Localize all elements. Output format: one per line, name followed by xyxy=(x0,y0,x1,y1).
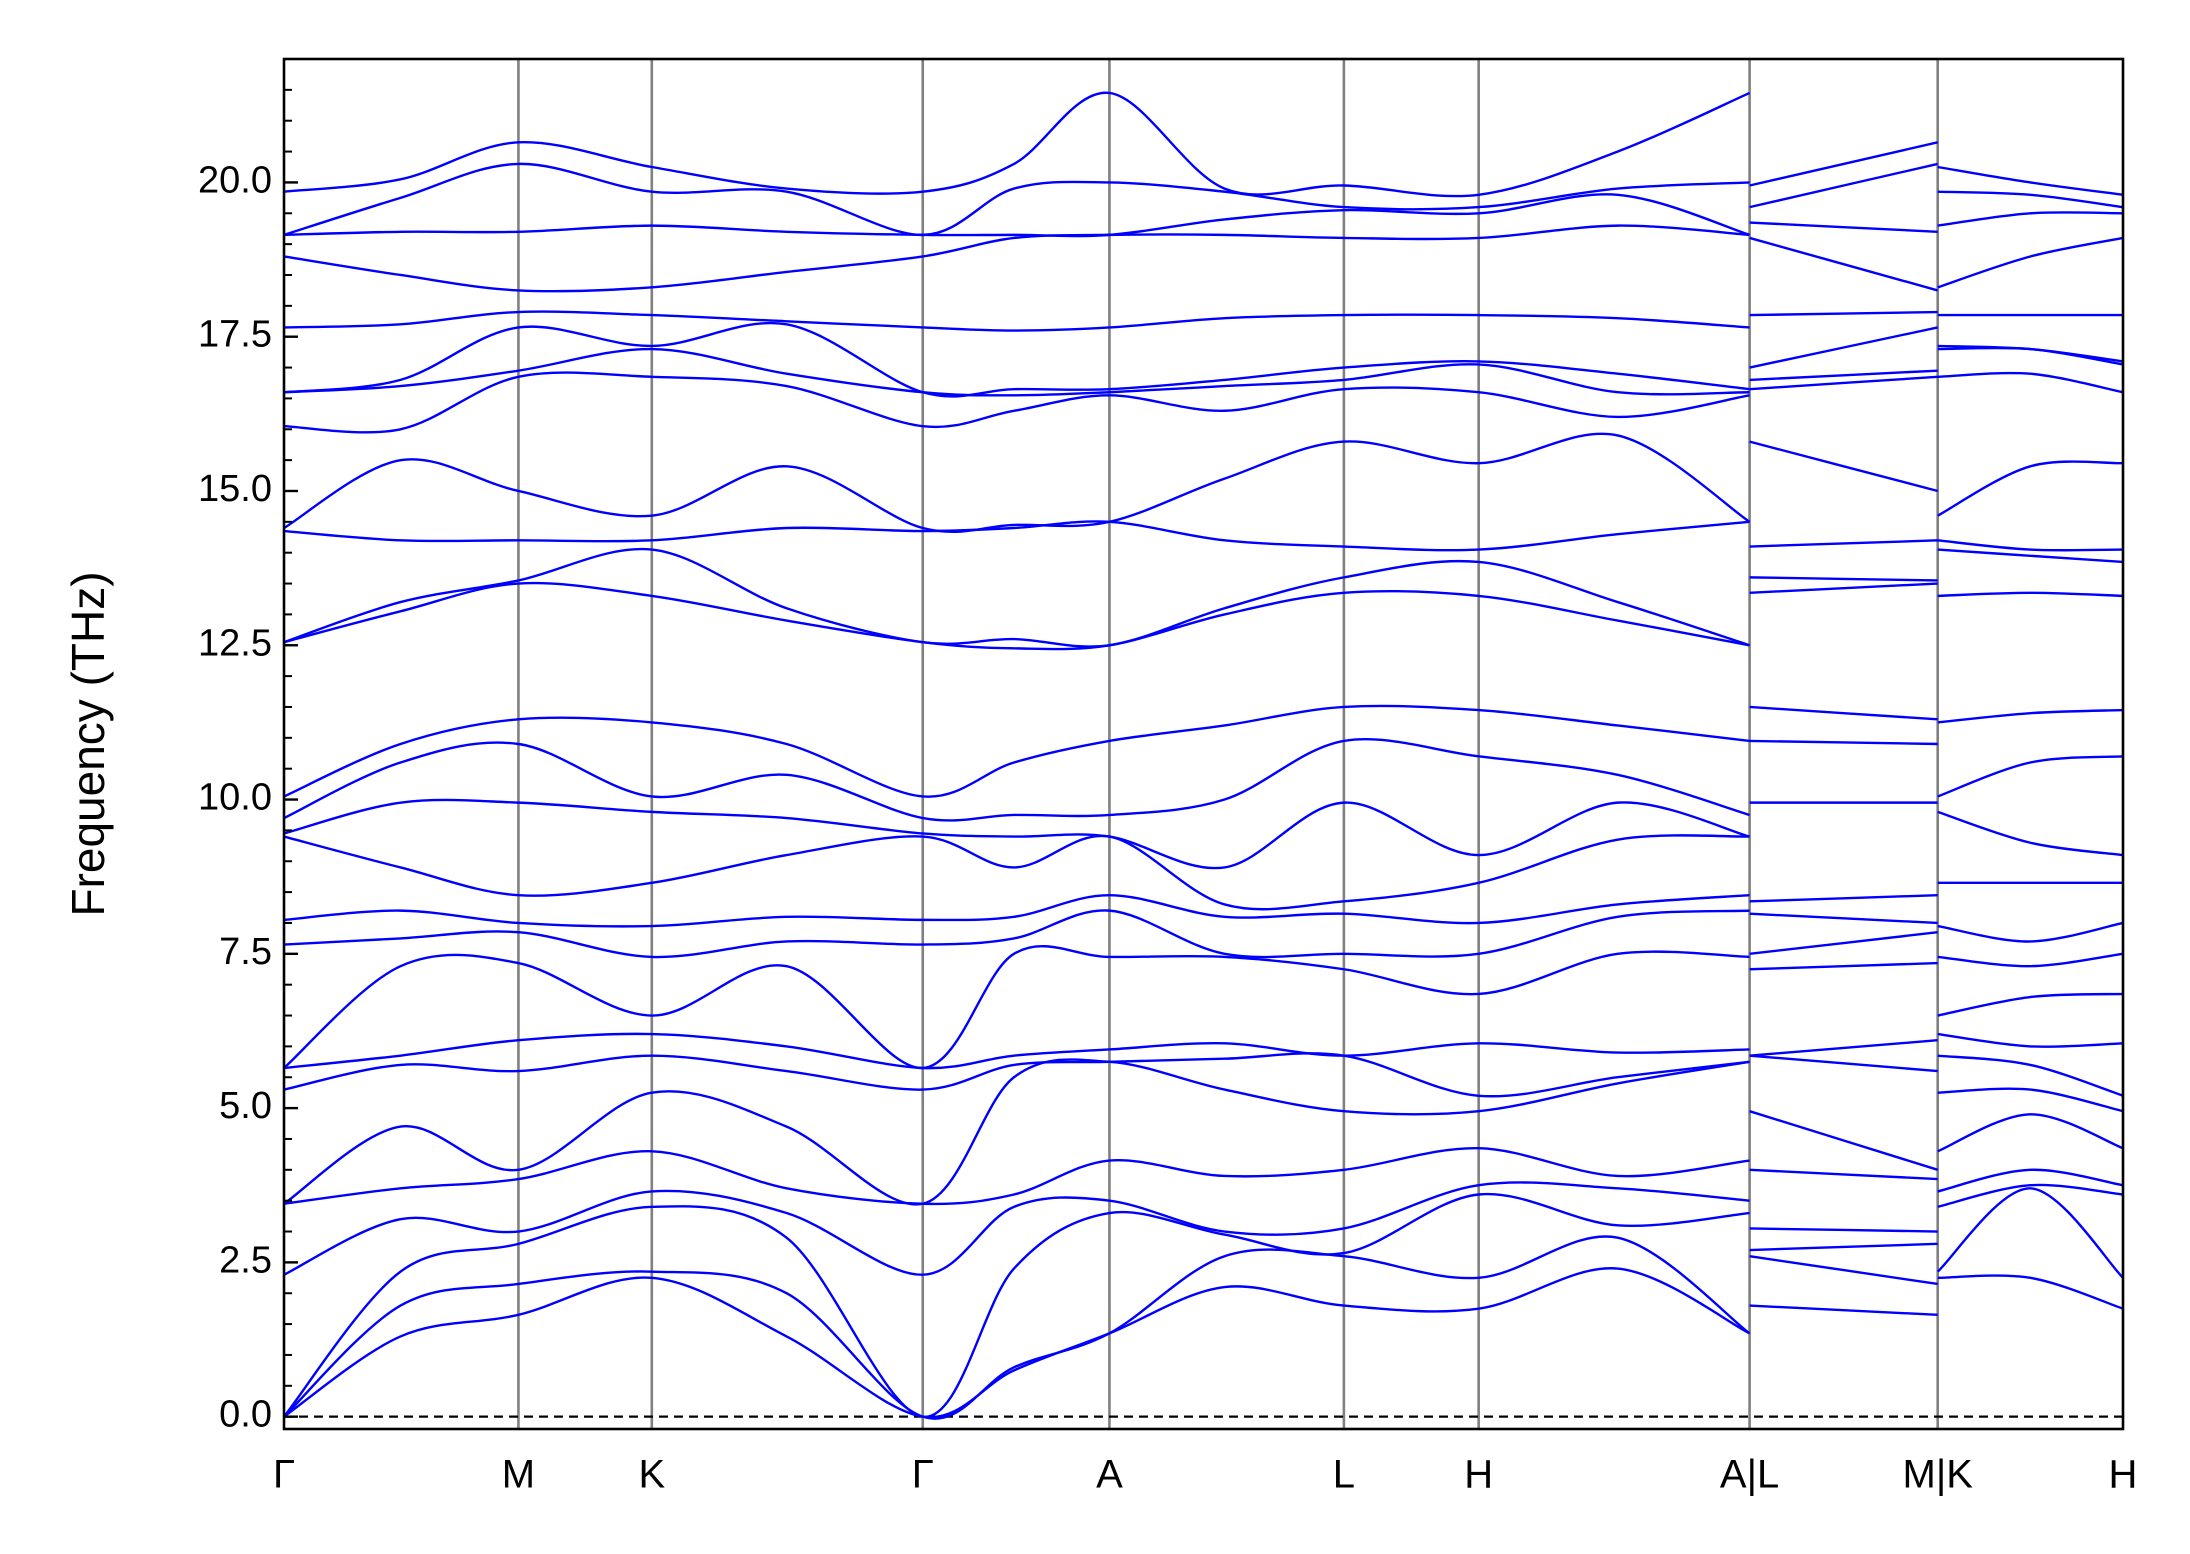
y-tick-label: 12.5 xyxy=(198,622,272,664)
y-tick-label: 5.0 xyxy=(219,1085,272,1127)
y-tick-label: 10.0 xyxy=(198,777,272,819)
x-tick-label: Γ xyxy=(273,1453,295,1497)
band-line xyxy=(283,1168,2124,1276)
band-line xyxy=(283,520,2124,552)
band-line xyxy=(283,1183,2124,1418)
x-tick-label: K xyxy=(638,1453,665,1497)
band-line xyxy=(283,1187,2124,1420)
band-line xyxy=(283,704,2124,798)
x-tick-label: H xyxy=(2109,1453,2138,1497)
band-line xyxy=(283,893,2124,943)
y-tick-label: 7.5 xyxy=(219,931,272,973)
x-tick-label: Γ xyxy=(912,1453,934,1497)
band-line xyxy=(283,193,2124,238)
y-tick-label: 20.0 xyxy=(198,159,272,201)
band-line xyxy=(283,224,2124,293)
band-line xyxy=(283,310,2123,332)
band-line xyxy=(283,432,2124,534)
band-line xyxy=(283,547,2124,648)
y-tick-label: 15.0 xyxy=(198,468,272,510)
band-line xyxy=(283,321,2124,398)
band-line xyxy=(283,1032,2124,1070)
plot-frame xyxy=(282,57,2125,1431)
x-tick-label: A xyxy=(1096,1453,1123,1497)
y-axis-label: Frequency (THz) xyxy=(62,571,114,916)
x-tick-label: A|L xyxy=(1720,1453,1779,1497)
band-line xyxy=(283,91,2124,198)
band-line xyxy=(283,945,2124,1070)
x-tick-label: L xyxy=(1333,1453,1355,1497)
band-line xyxy=(283,581,2124,651)
x-tick-label: M|K xyxy=(1903,1453,1974,1497)
bands xyxy=(283,91,2124,1420)
x-tick-label: M xyxy=(502,1453,535,1497)
y-tick-label: 17.5 xyxy=(198,314,272,356)
band-line xyxy=(283,737,2124,822)
band-line xyxy=(283,1267,2124,1419)
band-line xyxy=(283,1052,2124,1098)
band-line xyxy=(283,371,2124,434)
band-line xyxy=(283,1058,2124,1206)
y-tick-label: 0.0 xyxy=(219,1394,272,1436)
band-line xyxy=(283,834,2123,911)
band-line xyxy=(283,1113,2124,1206)
x-tick-label: H xyxy=(1464,1453,1493,1497)
band-line xyxy=(283,909,2124,968)
y-tick-label: 2.5 xyxy=(219,1239,272,1281)
band-line xyxy=(283,798,2124,870)
band-line xyxy=(283,162,2124,237)
